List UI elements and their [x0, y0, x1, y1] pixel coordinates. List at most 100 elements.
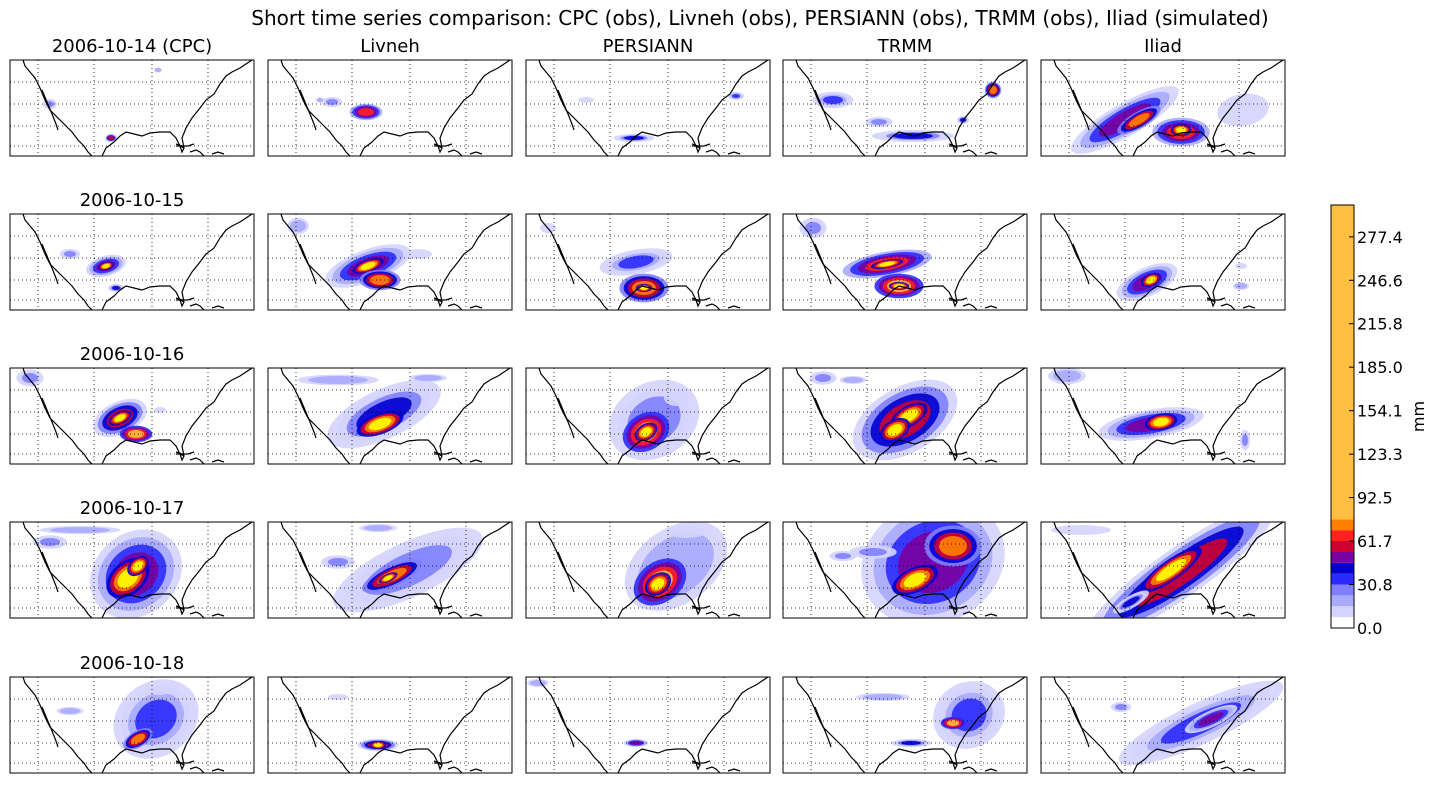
precip-cell	[60, 708, 80, 714]
panel-frame	[267, 213, 513, 311]
panel-background	[1041, 214, 1285, 310]
coastline	[447, 149, 463, 156]
coastline	[299, 243, 317, 285]
panel-content	[268, 214, 512, 310]
coastline	[175, 605, 195, 609]
coastline	[1207, 762, 1216, 766]
panel-background	[268, 60, 512, 156]
column-title: PERSIANN	[603, 36, 694, 57]
coastline	[1053, 214, 1124, 310]
coastline	[1072, 551, 1090, 593]
precip-cell	[64, 251, 76, 257]
coastline	[434, 145, 443, 149]
coastline	[1053, 677, 1124, 773]
coastline	[299, 706, 317, 748]
colorbar: 0.0 30.8 61.7 92.5 123.3 154.1 185.0 215.8 246.6…	[1330, 204, 1428, 638]
precip-cell	[630, 741, 642, 745]
column-title: Livneh	[360, 36, 420, 57]
coastline	[557, 706, 575, 748]
coastline	[189, 303, 205, 310]
coastline	[557, 243, 575, 285]
coastline	[359, 522, 511, 618]
coastline	[949, 762, 958, 766]
coastline	[280, 214, 351, 310]
coastline	[176, 607, 185, 611]
coastline	[1206, 760, 1226, 764]
precip-cell	[835, 553, 851, 559]
precip-cell	[317, 98, 323, 102]
precip-cell	[326, 99, 338, 105]
precip-cell	[22, 373, 38, 383]
coastline	[433, 297, 453, 301]
coastline	[691, 297, 711, 301]
precip-cell	[843, 377, 863, 383]
colorbar-swatch	[1331, 606, 1354, 618]
panel-content	[1041, 368, 1285, 464]
precip-cell	[368, 417, 392, 431]
coastline	[705, 766, 721, 773]
panel-trmm-2006-10-14: TRMM	[782, 36, 1028, 157]
coastline	[359, 60, 511, 156]
coastline	[41, 89, 59, 131]
coastline	[948, 760, 968, 764]
colorbar-tick-label: 154.1	[1357, 402, 1403, 421]
coastline	[691, 605, 711, 609]
coastline	[795, 522, 866, 618]
coastline	[1207, 299, 1216, 303]
coastline	[211, 459, 225, 463]
precip-cell	[1128, 113, 1150, 127]
coastline	[1220, 457, 1236, 464]
precip-cell	[530, 680, 546, 686]
panel-content	[526, 522, 770, 618]
panel-cpc-2006-10-14: 2006-10-14 (CPC)	[9, 36, 255, 157]
coastline	[617, 60, 769, 156]
panel-iliad-2006-10-15	[1040, 213, 1286, 311]
coastline	[1132, 60, 1284, 156]
coastline	[41, 397, 59, 439]
panel-content	[1041, 60, 1285, 156]
row-date-label: 2006-10-16	[80, 344, 185, 365]
coastline	[469, 305, 483, 309]
colorbar-tick-label: 123.3	[1357, 445, 1403, 464]
panel-trmm-2006-10-18	[782, 676, 1028, 774]
coastline	[101, 60, 253, 156]
panel-iliad-2006-10-16	[1040, 367, 1286, 465]
panel-content	[783, 522, 1027, 618]
panel-content	[10, 368, 254, 464]
precip-cell	[1155, 558, 1187, 582]
coastline	[22, 677, 93, 773]
coastline	[189, 766, 205, 773]
panel-cpc-2006-10-15: 2006-10-15	[9, 190, 255, 311]
coastline	[705, 149, 721, 156]
coastline	[433, 143, 453, 147]
coastline	[469, 613, 483, 617]
coastline	[1242, 768, 1256, 772]
coastline	[1132, 522, 1284, 618]
coastline	[176, 299, 185, 303]
panel-livneh-2006-10-15	[267, 213, 513, 311]
coastline	[705, 303, 721, 310]
coastline	[814, 89, 832, 131]
panel-persiann-2006-10-16	[525, 367, 771, 465]
coastline	[962, 303, 978, 310]
column-title: 2006-10-14 (CPC)	[52, 36, 212, 57]
precip-cell	[815, 374, 831, 382]
coastline	[617, 677, 769, 773]
precip-cell	[360, 262, 376, 270]
coastline	[22, 368, 93, 464]
precip-cell	[155, 68, 161, 72]
colorbar-swatch	[1331, 562, 1354, 574]
panel-frame	[782, 59, 1028, 157]
panel-content	[10, 60, 254, 156]
coastline	[874, 522, 1026, 618]
precip-cell	[732, 94, 740, 98]
panel-persiann-2006-10-17	[525, 521, 771, 619]
colorbar-swatch	[1331, 530, 1354, 542]
precip-cell	[859, 548, 887, 556]
panel-content	[1041, 214, 1285, 310]
coastline	[22, 214, 93, 310]
panel-frame	[525, 213, 771, 311]
precip-cell	[130, 733, 146, 745]
panel-persiann-2006-10-18	[525, 676, 771, 774]
panel-content	[1041, 522, 1285, 618]
